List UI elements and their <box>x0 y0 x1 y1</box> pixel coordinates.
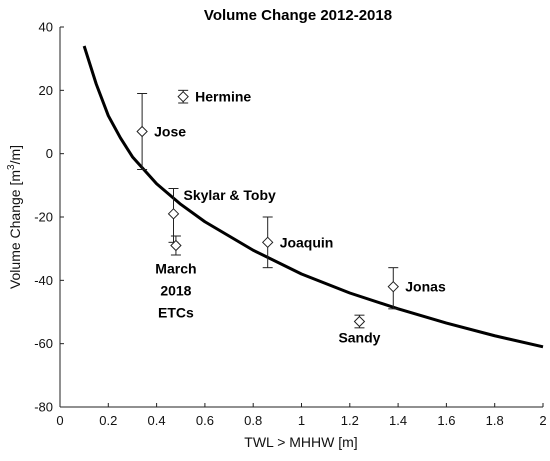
x-tick-label: 2 <box>539 413 546 428</box>
point-label: Joaquin <box>280 234 334 250</box>
y-axis-label-tail: /m] <box>7 145 23 164</box>
y-tick-label: 0 <box>46 146 53 161</box>
data-point-march-2018-etcs: March 2018 ETCs <box>155 235 197 321</box>
point-label: Jose <box>154 124 186 140</box>
x-tick-label: 0.2 <box>99 413 117 428</box>
data-point-sandy: Sandy <box>338 314 381 346</box>
y-tick-label: 40 <box>39 20 53 35</box>
diamond-marker <box>261 236 274 249</box>
x-tick-label: 0.6 <box>196 413 214 428</box>
point-label: Hermine <box>195 89 251 105</box>
point-label: Skylar & Toby <box>184 187 277 203</box>
diamond-marker <box>136 125 148 138</box>
point-label: Sandy <box>338 330 380 346</box>
y-tick-label: -40 <box>34 273 53 288</box>
data-point-jonas: Jonas <box>387 267 446 310</box>
data-point-joaquin: Joaquin <box>261 216 334 269</box>
point-label: Jonas <box>405 279 446 295</box>
x-tick-label: 1.4 <box>389 413 407 428</box>
x-axis-ticks: 0 0.2 0.4 0.6 0.8 1 1.2 1.4 1.6 1.8 2 <box>56 403 547 428</box>
point-label: 2018 <box>160 283 191 299</box>
x-tick-label: 1 <box>298 413 305 428</box>
x-tick-label: 0.4 <box>148 413 166 428</box>
y-tick-label: 20 <box>39 83 53 98</box>
fit-curve <box>82 45 544 349</box>
chart-title: Volume Change 2012-2018 <box>204 7 392 24</box>
y-tick-label: -60 <box>34 336 53 351</box>
data-point-skylar-toby: Skylar & Toby <box>167 187 277 243</box>
diamond-marker <box>177 90 189 103</box>
y-axis-label-superscript: 3 <box>6 164 17 170</box>
point-label: ETCs <box>158 305 194 321</box>
x-tick-label: 0 <box>56 413 63 428</box>
y-axis-label: Volume Change [m3/m] <box>6 145 23 289</box>
fit-curve-group <box>82 45 544 349</box>
x-tick-label: 1.6 <box>437 413 455 428</box>
diamond-marker <box>170 239 182 252</box>
data-point-hermine: Hermine <box>177 89 251 105</box>
x-tick-label: 1.2 <box>341 413 359 428</box>
plot-area <box>59 27 543 408</box>
diamond-marker <box>167 208 180 220</box>
x-tick-label: 0.8 <box>244 413 262 428</box>
y-tick-label: -20 <box>34 210 53 225</box>
diamond-marker <box>353 315 366 328</box>
diamond-marker <box>387 280 399 293</box>
data-points-group: Jose Hermine Skylar & Toby March 2018 ETCs Joa… <box>136 89 446 346</box>
y-axis-label-main: Volume Change [m <box>7 170 23 289</box>
x-tick-label: 1.8 <box>486 413 504 428</box>
data-point-jose: Jose <box>136 93 186 170</box>
point-label: March <box>155 261 196 277</box>
x-axis-label: TWL > MHHW [m] <box>244 434 357 450</box>
y-axis-ticks: 40 20 0 -20 -40 -60 -80 <box>34 20 64 415</box>
y-tick-label: -80 <box>34 400 53 415</box>
